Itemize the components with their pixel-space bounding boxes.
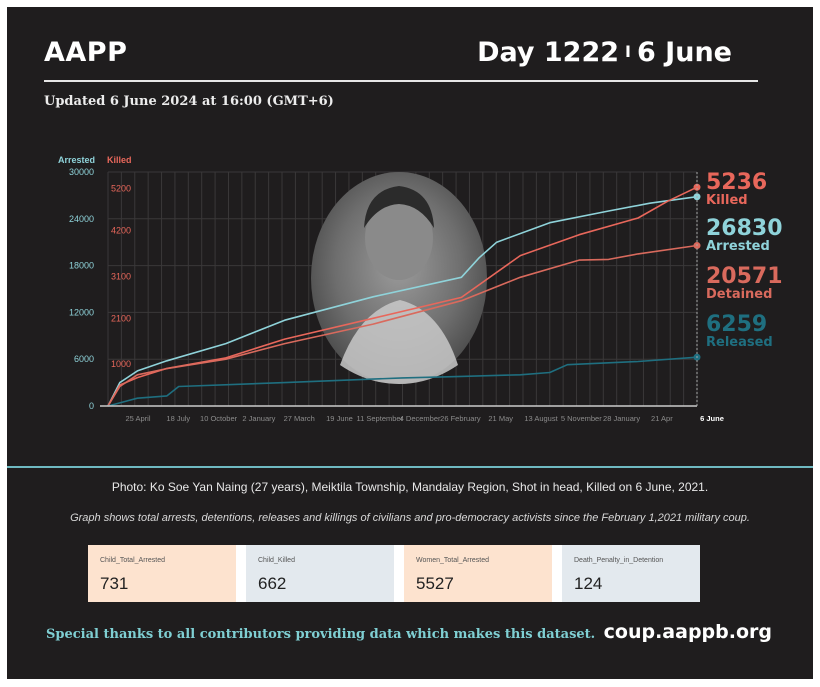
- stats-cards: Child_Total_Arrested 731 Child_Killed 66…: [88, 545, 700, 602]
- photo-caption: Photo: Ko Soe Yan Naing (27 years), Meik…: [111, 480, 709, 494]
- day-separator: I: [625, 42, 631, 61]
- end-value-released: 6259: [706, 312, 767, 337]
- brand-title: AAPP: [44, 37, 128, 68]
- website-link[interactable]: coup.aappb.org: [603, 621, 772, 643]
- left-axis-tick-label: 12000: [69, 307, 94, 317]
- cumulative-line-chart: Arrested Killed 30000 24000 18000 12000 6000 0 5…: [58, 155, 783, 423]
- updated-timestamp: Updated 6 June 2024 at 16:00 (GMT+6): [44, 94, 334, 109]
- x-axis-tick-label: 6 June: [700, 414, 724, 423]
- x-axis-tick-label: 10 October: [200, 414, 238, 423]
- chart-axes: Arrested Killed 30000 24000 18000 12000 6000 0 5…: [58, 155, 783, 423]
- x-axis-tick-label: 11 September: [357, 414, 404, 423]
- left-axis-title: Arrested: [58, 155, 95, 165]
- end-label-killed: Killed: [706, 193, 748, 208]
- end-value-killed: 5236: [706, 170, 767, 195]
- series-line-arrested: [107, 195, 698, 407]
- day-count: Day 1222: [477, 37, 620, 68]
- end-value-arrested: 26830: [706, 216, 783, 241]
- x-axis-tick-label: 26 February: [440, 414, 481, 423]
- killed-axis-tick-label: 1000: [111, 359, 131, 369]
- end-label-detained: Detained: [706, 287, 772, 302]
- left-axis-tick-label: 24000: [69, 214, 94, 224]
- portrait-face: [365, 196, 433, 280]
- stat-label: Women_Total_Arrested: [416, 557, 490, 564]
- x-axis-tick-label: 19 June: [326, 414, 353, 423]
- killed-axis-tick-label: 2100: [111, 313, 131, 323]
- header-divider: [44, 80, 758, 82]
- stat-value: 662: [258, 574, 287, 593]
- x-axis-tick-label: 21 May: [488, 414, 513, 423]
- series-line-released: [107, 356, 698, 407]
- series-line-killed: [107, 186, 698, 407]
- stat-card-death-penalty: Death_Penalty_in_Detention 124: [562, 545, 700, 602]
- x-axis-tick-label: 13 August: [524, 414, 558, 423]
- chart-series: [107, 183, 701, 407]
- left-axis-tick-label: 0: [89, 401, 94, 411]
- x-axis-tick-label: 28 January: [603, 414, 640, 423]
- x-axis-tick-label: 21 Apr: [651, 414, 673, 423]
- left-axis-tick-label: 18000: [69, 261, 94, 271]
- stat-value: 731: [100, 574, 129, 593]
- graph-note: Graph shows total arrests, detentions, r…: [70, 512, 750, 524]
- killed-axis-tick-label: 3100: [111, 271, 131, 281]
- portrait-hair: [364, 186, 434, 228]
- series-line-detained: [107, 244, 698, 407]
- stat-label: Death_Penalty_in_Detention: [574, 557, 664, 564]
- x-axis-tick-label: 2 January: [242, 414, 275, 423]
- section-divider: [7, 466, 813, 468]
- left-axis-tick-label: 30000: [69, 167, 94, 177]
- portrait-photo: [311, 172, 487, 384]
- stat-value: 5527: [416, 574, 454, 593]
- killed-axis-tick-label: 5200: [111, 184, 131, 194]
- stat-card-child-arrested: Child_Total_Arrested 731: [88, 545, 236, 602]
- portrait-shoulders: [340, 300, 458, 384]
- x-axis-tick-label: 27 March: [284, 414, 315, 423]
- left-axis-tick-label: 6000: [74, 354, 94, 364]
- stat-label: Child_Total_Arrested: [100, 557, 165, 564]
- end-label-arrested: Arrested: [706, 239, 770, 254]
- end-label-released: Released: [706, 335, 773, 350]
- x-axis-tick-label: 4 December: [400, 414, 441, 423]
- series-end-dot-killed: [693, 183, 701, 191]
- thanks-note: Special thanks to all contributors provi…: [46, 627, 596, 642]
- day-date: 6 June: [637, 37, 732, 68]
- stat-label: Child_Killed: [258, 557, 295, 564]
- x-axis-tick-label: 25 April: [125, 414, 150, 423]
- stat-card-child-killed: Child_Killed 662: [246, 545, 394, 602]
- stat-value: 124: [574, 574, 603, 593]
- x-axis-tick-label: 5 November: [561, 414, 602, 423]
- end-value-detained: 20571: [706, 264, 783, 289]
- x-axis-tick-label: 18 July: [166, 414, 190, 423]
- stat-card-women-arrested: Women_Total_Arrested 5527: [404, 545, 552, 602]
- day-heading: Day 1222 I 6 June: [477, 37, 732, 68]
- killed-axis-tick-label: 4200: [111, 226, 131, 236]
- right-axis-title: Killed: [107, 155, 132, 165]
